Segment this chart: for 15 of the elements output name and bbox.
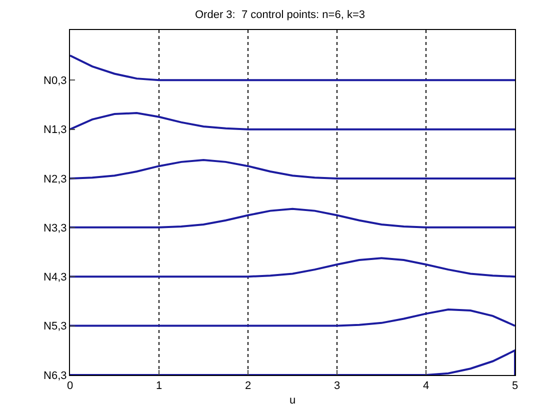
- x-tick-label: 3: [334, 380, 340, 392]
- series-label: N5,3: [44, 320, 67, 333]
- series-label: N2,3: [44, 173, 67, 186]
- series-label: N4,3: [44, 271, 67, 284]
- series-label: N6,3: [44, 370, 67, 382]
- x-tick-label: 0: [66, 380, 74, 392]
- series-label: N1,3: [44, 124, 67, 136]
- series-label: N3,3: [44, 222, 67, 234]
- x-tick-label: 2: [244, 380, 252, 392]
- x-tick-label: 5: [512, 380, 518, 392]
- x-tick-label: 1: [156, 380, 162, 392]
- chart-title: Order 3: 7 control points: n=6, k=3: [195, 9, 365, 22]
- x-axis-title: u: [289, 394, 296, 406]
- x-tick-label: 4: [422, 380, 430, 392]
- series-label: N0,3: [44, 75, 67, 87]
